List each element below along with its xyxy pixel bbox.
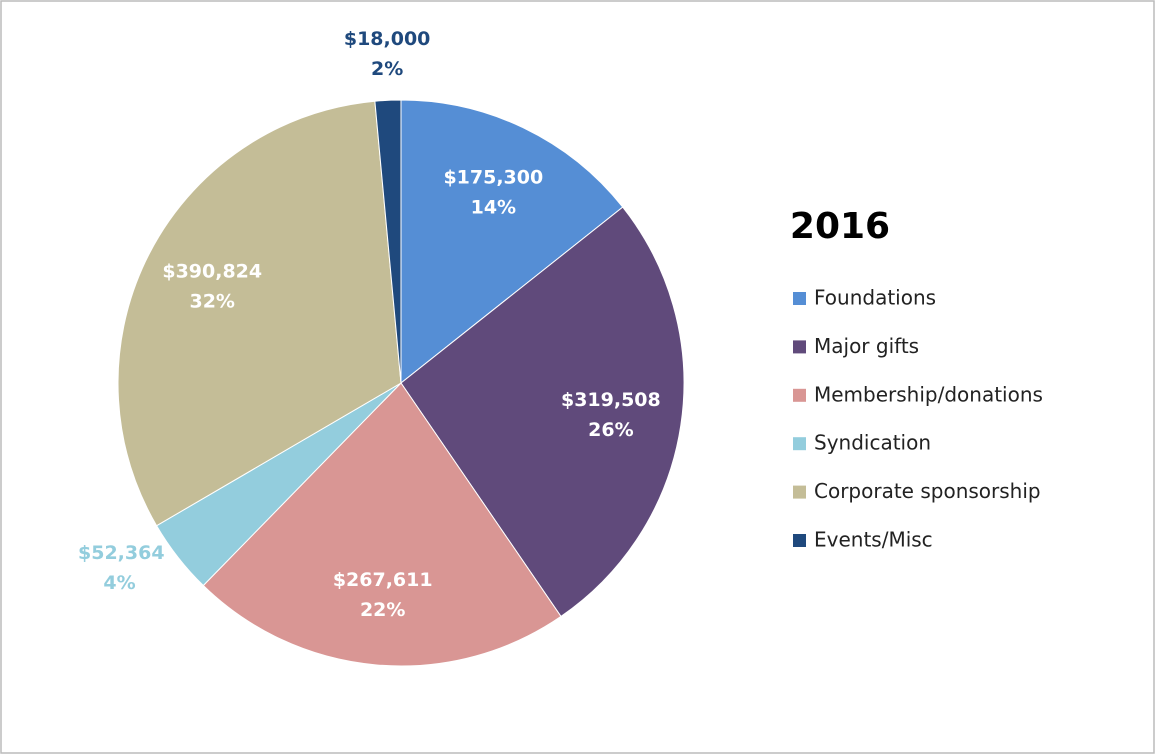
legend-swatch <box>793 534 806 547</box>
legend-label: Syndication <box>814 431 931 455</box>
data-label: $18,000 <box>344 28 431 50</box>
legend-swatch <box>793 485 806 499</box>
data-label: $319,508 <box>561 389 661 411</box>
percent-label: 4% <box>103 572 135 594</box>
pie-slice <box>374 99 402 384</box>
pie-slice <box>400 99 624 385</box>
data-label: $52,364 <box>78 542 165 564</box>
percent-label: 26% <box>588 419 633 441</box>
percent-label: 2% <box>371 58 403 80</box>
legend-label: Foundations <box>814 286 936 310</box>
pie-slice <box>202 382 562 667</box>
chart-title: 2016 <box>790 206 890 247</box>
legend-label: Membership/donations <box>814 382 1043 406</box>
pie-slice <box>400 206 685 618</box>
legend-label: Events/Misc <box>814 528 933 552</box>
legend-swatch <box>793 292 806 305</box>
data-label: $267,611 <box>333 569 433 591</box>
percent-label: 22% <box>360 599 405 621</box>
percent-label: 32% <box>189 290 234 312</box>
percent-label: 14% <box>471 196 516 218</box>
legend-label: Major gifts <box>814 334 919 358</box>
pie-slice <box>117 100 402 527</box>
legend-swatch <box>793 437 806 451</box>
legend-label: Corporate sponsorship <box>814 479 1041 503</box>
legend-swatch <box>793 388 806 402</box>
data-label: $175,300 <box>443 166 543 188</box>
data-label: $390,824 <box>162 260 262 282</box>
legend-swatch <box>793 340 806 354</box>
